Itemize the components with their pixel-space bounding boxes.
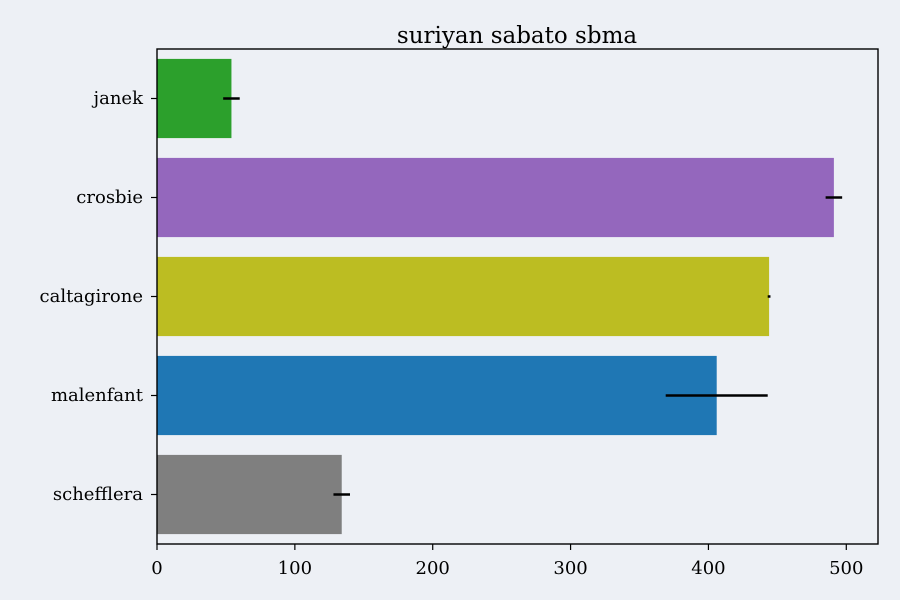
chart-title: suriyan sabato sbma [397, 23, 637, 49]
x-tick-label: 300 [553, 558, 587, 579]
x-axis: 0 100 200 300 400 500 [151, 544, 863, 579]
y-tick-label: janek [92, 88, 145, 109]
x-tick-label: 200 [416, 558, 450, 579]
y-tick-label: schefflera [53, 484, 143, 505]
x-tick-label: 100 [278, 558, 312, 579]
y-tick-label: malenfant [51, 385, 144, 406]
y-axis: janek crosbie caltagirone malenfant scheffle… [40, 88, 157, 505]
bar-schefflera [157, 454, 342, 535]
y-tick-label: caltagirone [40, 286, 144, 307]
bars-group [157, 58, 834, 535]
y-tick-label: crosbie [76, 187, 143, 208]
bar-caltagirone [157, 256, 770, 337]
bar-janek [157, 58, 232, 139]
x-tick-label: 0 [151, 558, 162, 579]
error-bars-group [223, 97, 843, 496]
bar-malenfant [157, 355, 717, 436]
bar-crosbie [157, 157, 834, 238]
x-tick-label: 400 [691, 558, 725, 579]
x-tick-label: 500 [829, 558, 863, 579]
